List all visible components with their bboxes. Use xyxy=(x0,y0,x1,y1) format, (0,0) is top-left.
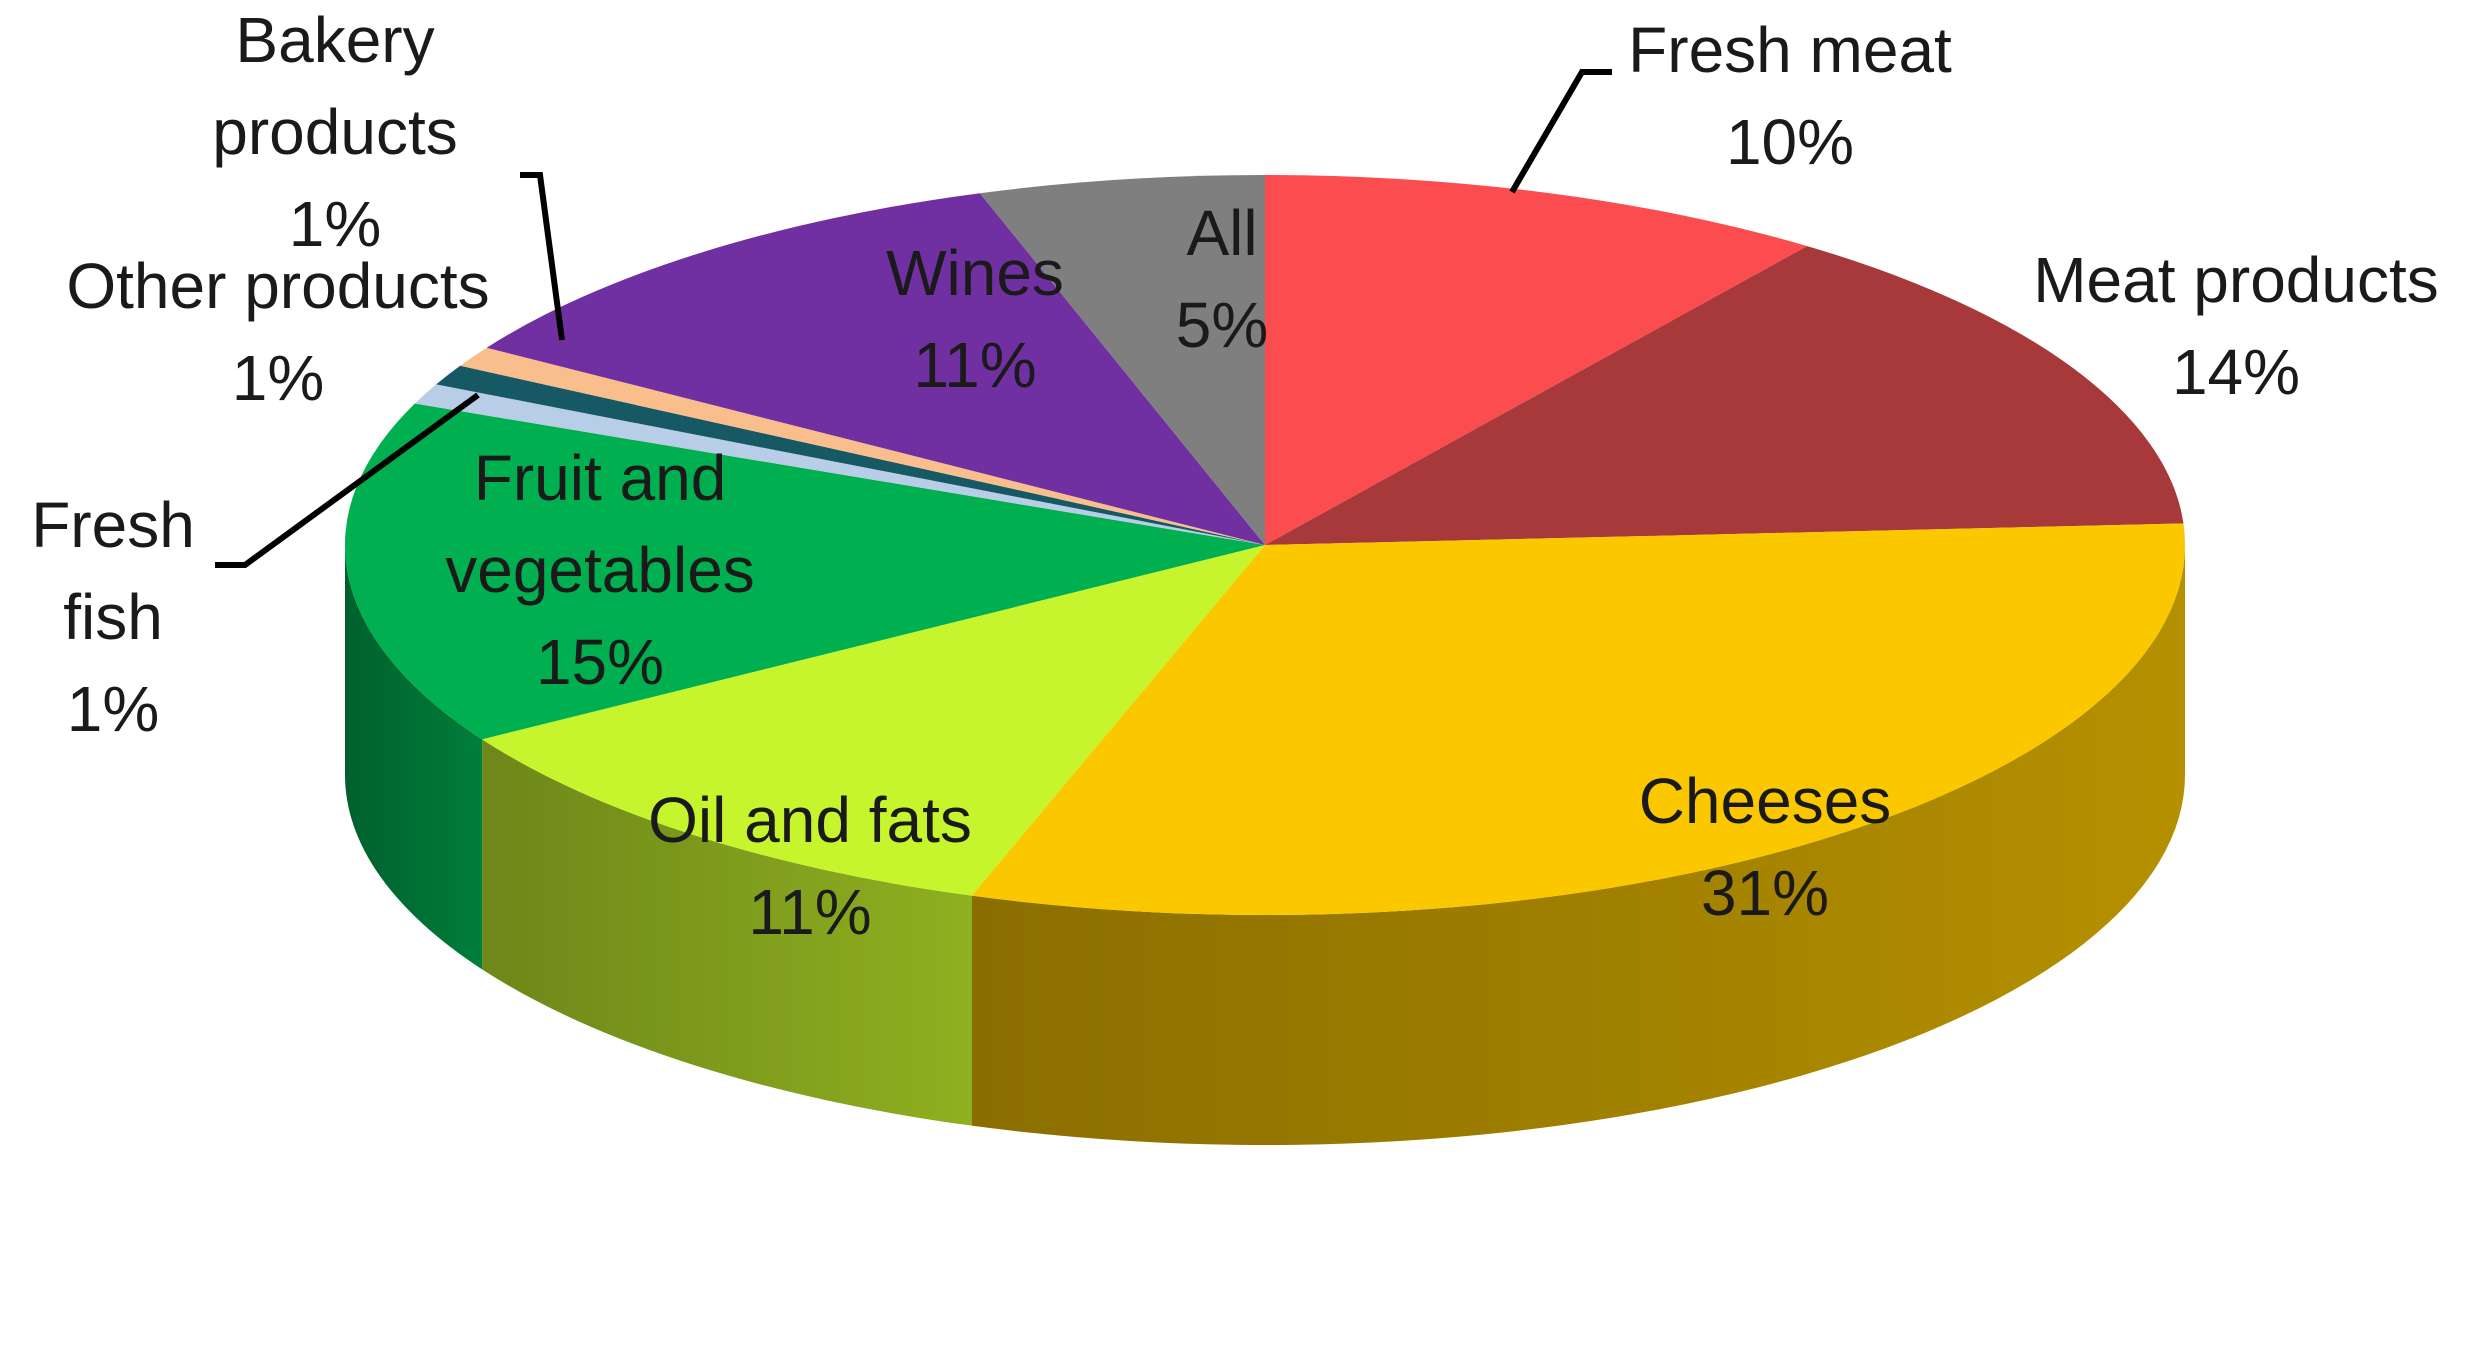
slice-meat-products xyxy=(1265,246,2184,545)
leader-line-bakery-products xyxy=(520,172,565,341)
slice-side-cheeses xyxy=(971,545,2185,1145)
pie-top xyxy=(345,175,2186,915)
slice-fresh-fish xyxy=(414,384,1265,545)
leader-line-fresh-fish xyxy=(215,392,480,568)
slice-all xyxy=(979,175,1265,545)
slice-percent-text: 1% xyxy=(289,188,382,260)
slice-percent-text: 31% xyxy=(1701,857,1829,929)
slice-label-text: Fruit and xyxy=(474,442,727,514)
data-label-other-products: Other products 1% xyxy=(66,250,489,414)
slice-bakery-products xyxy=(460,347,1265,545)
slice-label-text: vegetables xyxy=(445,534,755,606)
pie-sides xyxy=(345,545,2185,1145)
slice-oil-and-fats xyxy=(482,545,1266,896)
slice-label-text: products xyxy=(212,96,457,168)
data-label-wines: Wines 11% xyxy=(886,237,1064,401)
slice-label-text: Wines xyxy=(886,237,1064,309)
slice-side-oil-and-fats xyxy=(482,739,972,1126)
data-label-oil-and-fats: Oil and fats 11% xyxy=(648,784,972,948)
slice-side-fruit-and-vegetables xyxy=(345,545,483,970)
slice-percent-text: 15% xyxy=(536,626,664,698)
data-label-fruit-and-vegetables: Fruit and vegetables 15% xyxy=(445,442,755,698)
slice-label-text: All xyxy=(1186,197,1257,269)
slice-label-text: Oil and fats xyxy=(648,784,972,856)
data-label-fresh-fish: Fresh fish 1% xyxy=(31,489,195,745)
slice-label-text: fish xyxy=(63,581,163,653)
data-label-meat-products: Meat products 14% xyxy=(2033,244,2439,408)
slice-percent-text: 5% xyxy=(1176,289,1269,361)
slice-fresh-meat xyxy=(1265,175,1808,545)
data-label-cheeses: Cheeses 31% xyxy=(1639,765,1892,929)
slice-cheeses xyxy=(971,523,2186,915)
leader-lines xyxy=(215,69,1612,568)
slice-percent-text: 14% xyxy=(2172,336,2300,408)
slice-percent-text: 11% xyxy=(913,329,1036,401)
slice-label-text: Fresh meat xyxy=(1628,14,1952,86)
data-label-fresh-meat: Fresh meat 10% xyxy=(1628,14,1952,178)
data-label-all: All 5% xyxy=(1176,197,1269,361)
data-label-bakery-products: Bakery products 1% xyxy=(212,4,457,260)
slice-label-text: Other products xyxy=(66,250,489,322)
slice-label-text: Cheeses xyxy=(1639,765,1892,837)
slice-label-text: Fresh xyxy=(31,489,195,561)
leader-line-fresh-meat xyxy=(1509,69,1612,194)
slice-percent-text: 11% xyxy=(748,876,871,948)
slice-other-products xyxy=(436,365,1266,545)
slice-fruit-and-vegetables xyxy=(345,403,1265,740)
data-labels: Fresh meat 10% Meat products 14% Cheeses 31% O… xyxy=(31,4,2439,948)
slice-percent-text: 1% xyxy=(67,673,160,745)
slice-label-text: Meat products xyxy=(2033,244,2439,316)
slice-label-text: Bakery xyxy=(235,4,434,76)
slice-wines xyxy=(486,193,1265,545)
slice-percent-text: 1% xyxy=(232,342,325,414)
slice-percent-text: 10% xyxy=(1726,106,1854,178)
